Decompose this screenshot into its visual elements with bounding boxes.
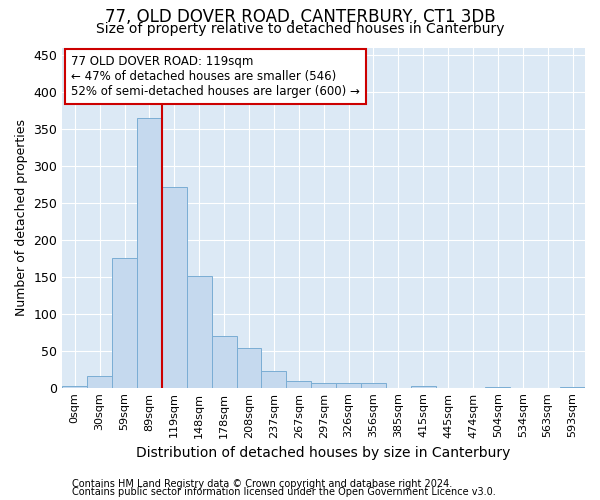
Bar bbox=[262, 372, 286, 388]
Text: Contains HM Land Registry data © Crown copyright and database right 2024.: Contains HM Land Registry data © Crown c… bbox=[72, 479, 452, 489]
Bar bbox=[112, 258, 137, 388]
Text: Size of property relative to detached houses in Canterbury: Size of property relative to detached ho… bbox=[96, 22, 504, 36]
Bar bbox=[336, 383, 361, 388]
Bar bbox=[212, 336, 236, 388]
Y-axis label: Number of detached properties: Number of detached properties bbox=[15, 119, 28, 316]
Text: Contains public sector information licensed under the Open Government Licence v3: Contains public sector information licen… bbox=[72, 487, 496, 497]
X-axis label: Distribution of detached houses by size in Canterbury: Distribution of detached houses by size … bbox=[136, 446, 511, 460]
Text: 77, OLD DOVER ROAD, CANTERBURY, CT1 3DB: 77, OLD DOVER ROAD, CANTERBURY, CT1 3DB bbox=[104, 8, 496, 26]
Bar bbox=[62, 386, 87, 388]
Text: 77 OLD DOVER ROAD: 119sqm
← 47% of detached houses are smaller (546)
52% of semi: 77 OLD DOVER ROAD: 119sqm ← 47% of detac… bbox=[71, 55, 360, 98]
Bar bbox=[485, 387, 511, 388]
Bar bbox=[187, 276, 212, 388]
Bar bbox=[162, 186, 187, 388]
Bar bbox=[236, 348, 262, 388]
Bar bbox=[560, 387, 585, 388]
Bar bbox=[286, 381, 311, 388]
Bar bbox=[87, 376, 112, 388]
Bar bbox=[311, 383, 336, 388]
Bar bbox=[137, 118, 162, 388]
Bar bbox=[411, 386, 436, 388]
Bar bbox=[361, 383, 386, 388]
